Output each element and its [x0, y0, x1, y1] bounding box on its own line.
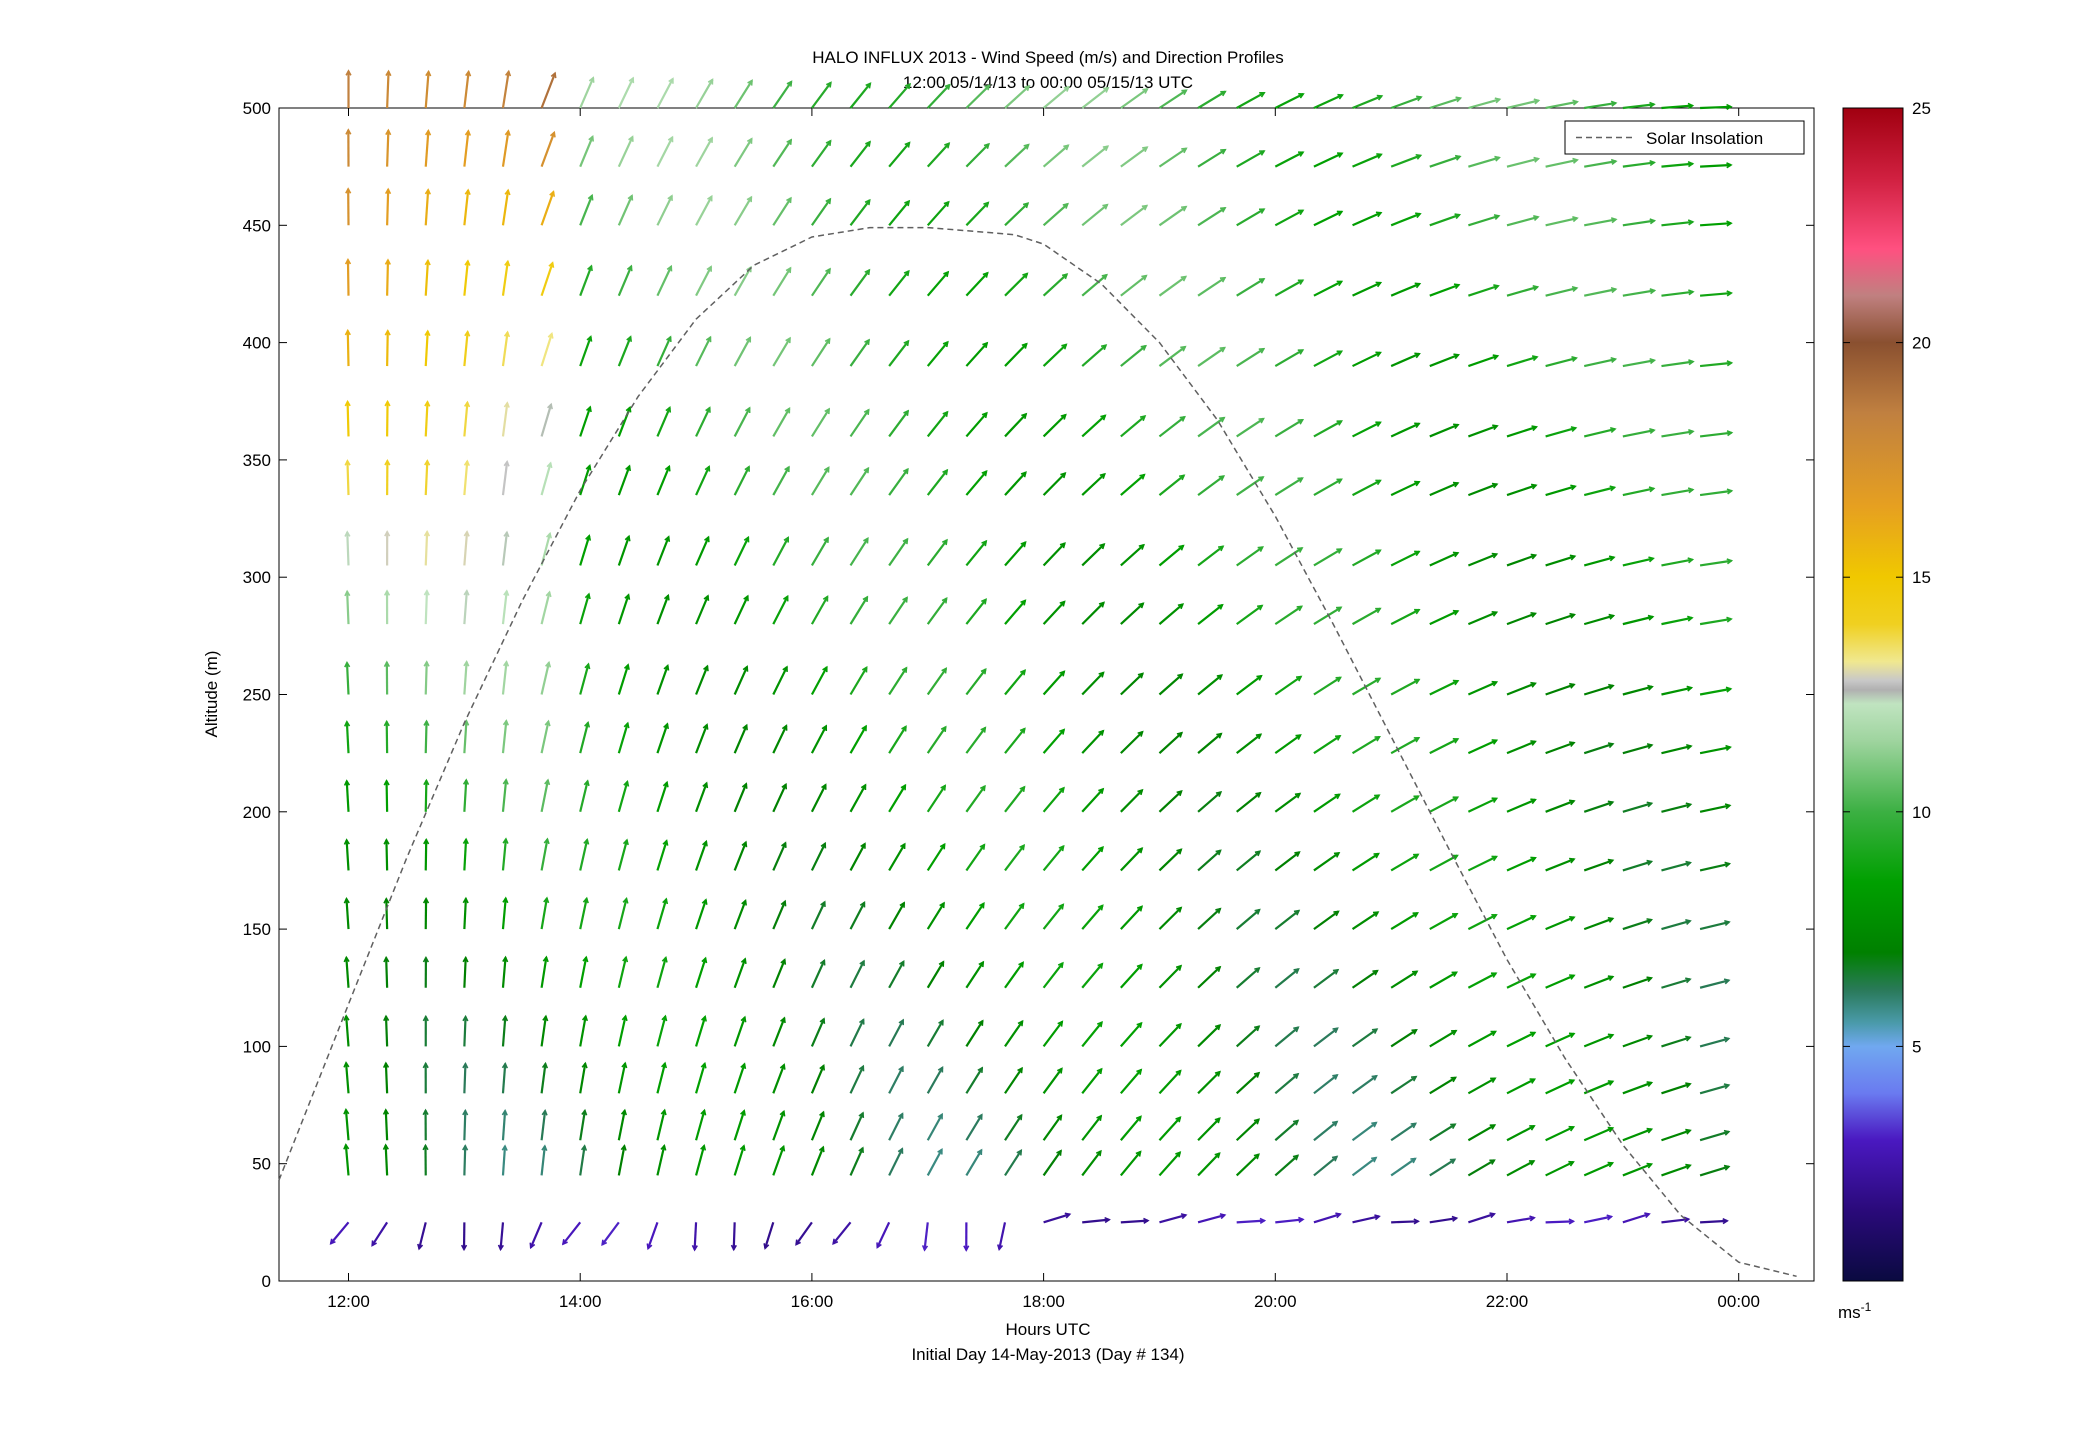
wind-vector — [464, 898, 466, 929]
wind-vector — [386, 1145, 387, 1175]
colorbar-unit: ms-1 — [1838, 1300, 1872, 1322]
wind-vector — [1546, 1221, 1574, 1222]
y-tick-label: 150 — [243, 920, 271, 939]
wind-vector — [1584, 103, 1616, 108]
x-tick-label: 00:00 — [1717, 1292, 1760, 1311]
wind-vector — [1275, 94, 1303, 108]
plot-area — [279, 108, 1814, 1281]
wind-vector — [347, 591, 348, 624]
wind-vector — [347, 663, 349, 695]
wind-vector — [1430, 98, 1461, 108]
wind-vector — [387, 260, 388, 296]
wind-vector — [348, 402, 349, 437]
x-tick-label: 12:00 — [327, 1292, 370, 1311]
wind-vector — [387, 781, 388, 812]
wind-vector — [657, 79, 672, 108]
wind-vector — [889, 84, 910, 108]
wind-vector — [386, 1063, 387, 1093]
wind-vector — [387, 71, 388, 108]
y-tick-label: 50 — [252, 1155, 271, 1174]
wind-vector — [503, 71, 509, 108]
wind-vector — [1507, 101, 1539, 108]
wind-vector — [386, 840, 387, 871]
wind-vector — [1391, 97, 1421, 108]
colorbar-tick-label: 10 — [1912, 803, 1931, 822]
legend-label: Solar Insolation — [1646, 129, 1763, 148]
x-tick-label: 14:00 — [559, 1292, 602, 1311]
wind-vector — [426, 71, 429, 108]
wind-vector — [347, 461, 348, 495]
wind-vector — [1314, 95, 1342, 108]
wind-vector — [1546, 102, 1578, 108]
wind-vector — [387, 130, 388, 166]
wind-vector — [426, 721, 427, 753]
wind-vector — [851, 83, 871, 108]
x-tick-label: 20:00 — [1254, 1292, 1297, 1311]
y-tick-label: 400 — [243, 334, 271, 353]
wind-vector — [386, 899, 387, 929]
wind-vector — [1700, 107, 1731, 108]
wind-vector — [386, 958, 387, 988]
colorbar-tick-label: 15 — [1912, 568, 1931, 587]
y-tick-label: 350 — [243, 451, 271, 470]
y-tick-label: 300 — [243, 568, 271, 587]
wind-vector — [812, 83, 831, 108]
x-tick-label: 18:00 — [1022, 1292, 1065, 1311]
wind-vector — [773, 82, 791, 108]
wind-vector — [347, 532, 348, 565]
plot-frame — [279, 108, 1814, 1281]
wind-vector — [426, 591, 427, 624]
legend: Solar Insolation — [1565, 121, 1804, 154]
x-tick-label: 16:00 — [791, 1292, 834, 1311]
wind-vector — [386, 1110, 387, 1140]
wind-vector — [386, 1016, 387, 1046]
wind-vector — [735, 81, 752, 108]
footer-text: Initial Day 14-May-2013 (Day # 134) — [911, 1345, 1184, 1364]
wind-vector — [464, 1064, 465, 1094]
wind-vector — [1198, 92, 1225, 108]
y-tick-label: 450 — [243, 216, 271, 235]
wind-vector — [348, 331, 349, 367]
y-tick-label: 0 — [262, 1272, 271, 1291]
colorbar-tick-label: 25 — [1912, 99, 1931, 118]
wind-vector — [1159, 90, 1186, 108]
wind-vector — [426, 662, 427, 695]
wind-vector — [464, 958, 465, 988]
wind-vector — [464, 1146, 465, 1176]
x-tick-label: 22:00 — [1486, 1292, 1529, 1311]
colorbar: 5 10 15 20 25 ms-1 — [1838, 99, 1931, 1322]
wind-vector — [1700, 1221, 1727, 1222]
chart-title: HALO INFLUX 2013 - Wind Speed (m/s) and … — [812, 48, 1283, 67]
y-axis-label: Altitude (m) — [202, 651, 221, 738]
wind-vector — [1237, 93, 1265, 108]
wind-vector — [1353, 96, 1382, 108]
wind-vector — [464, 1111, 465, 1141]
wind-vector — [464, 1017, 465, 1047]
y-tick-label: 250 — [243, 686, 271, 705]
wind-vector — [580, 78, 593, 108]
wind-vector — [1623, 104, 1654, 108]
wind-vector — [348, 260, 349, 296]
wind-vector — [387, 189, 388, 225]
wind-vector — [695, 1222, 696, 1249]
y-tick-label: 200 — [243, 803, 271, 822]
wind-vector — [619, 78, 633, 108]
x-axis-label: Hours UTC — [1005, 1320, 1090, 1339]
wind-vector — [426, 780, 427, 811]
wind-vector — [1391, 1221, 1418, 1222]
wind-vector — [464, 72, 468, 108]
wind-vector — [542, 73, 555, 108]
wind-vector — [387, 331, 388, 366]
colorbar-tick-label: 20 — [1912, 334, 1931, 353]
y-tick-label: 100 — [243, 1037, 271, 1056]
wind-vector — [1468, 99, 1499, 108]
colorbar-tick-label: 5 — [1912, 1037, 1921, 1056]
y-tick-label: 500 — [243, 99, 271, 118]
colorbar-gradient — [1843, 108, 1903, 1281]
wind-vector — [696, 80, 712, 108]
wind-vector — [734, 1222, 735, 1249]
wind-vector — [426, 532, 427, 566]
